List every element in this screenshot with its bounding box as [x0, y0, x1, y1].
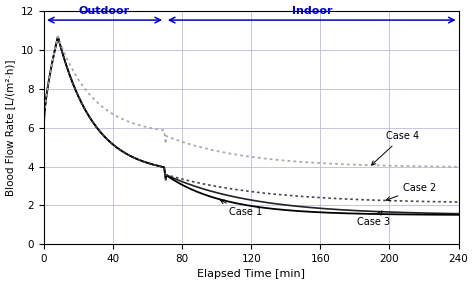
Text: Outdoor: Outdoor	[79, 6, 130, 16]
X-axis label: Elapsed Time [min]: Elapsed Time [min]	[197, 269, 305, 280]
Text: Case 1: Case 1	[220, 200, 262, 217]
Text: Case 3: Case 3	[356, 211, 390, 227]
Text: Indoor: Indoor	[292, 6, 332, 16]
Y-axis label: Blood Flow Rate [L/(m²·h)]: Blood Flow Rate [L/(m²·h)]	[6, 60, 16, 196]
Text: Case 2: Case 2	[386, 183, 437, 201]
Text: Case 4: Case 4	[372, 131, 419, 165]
